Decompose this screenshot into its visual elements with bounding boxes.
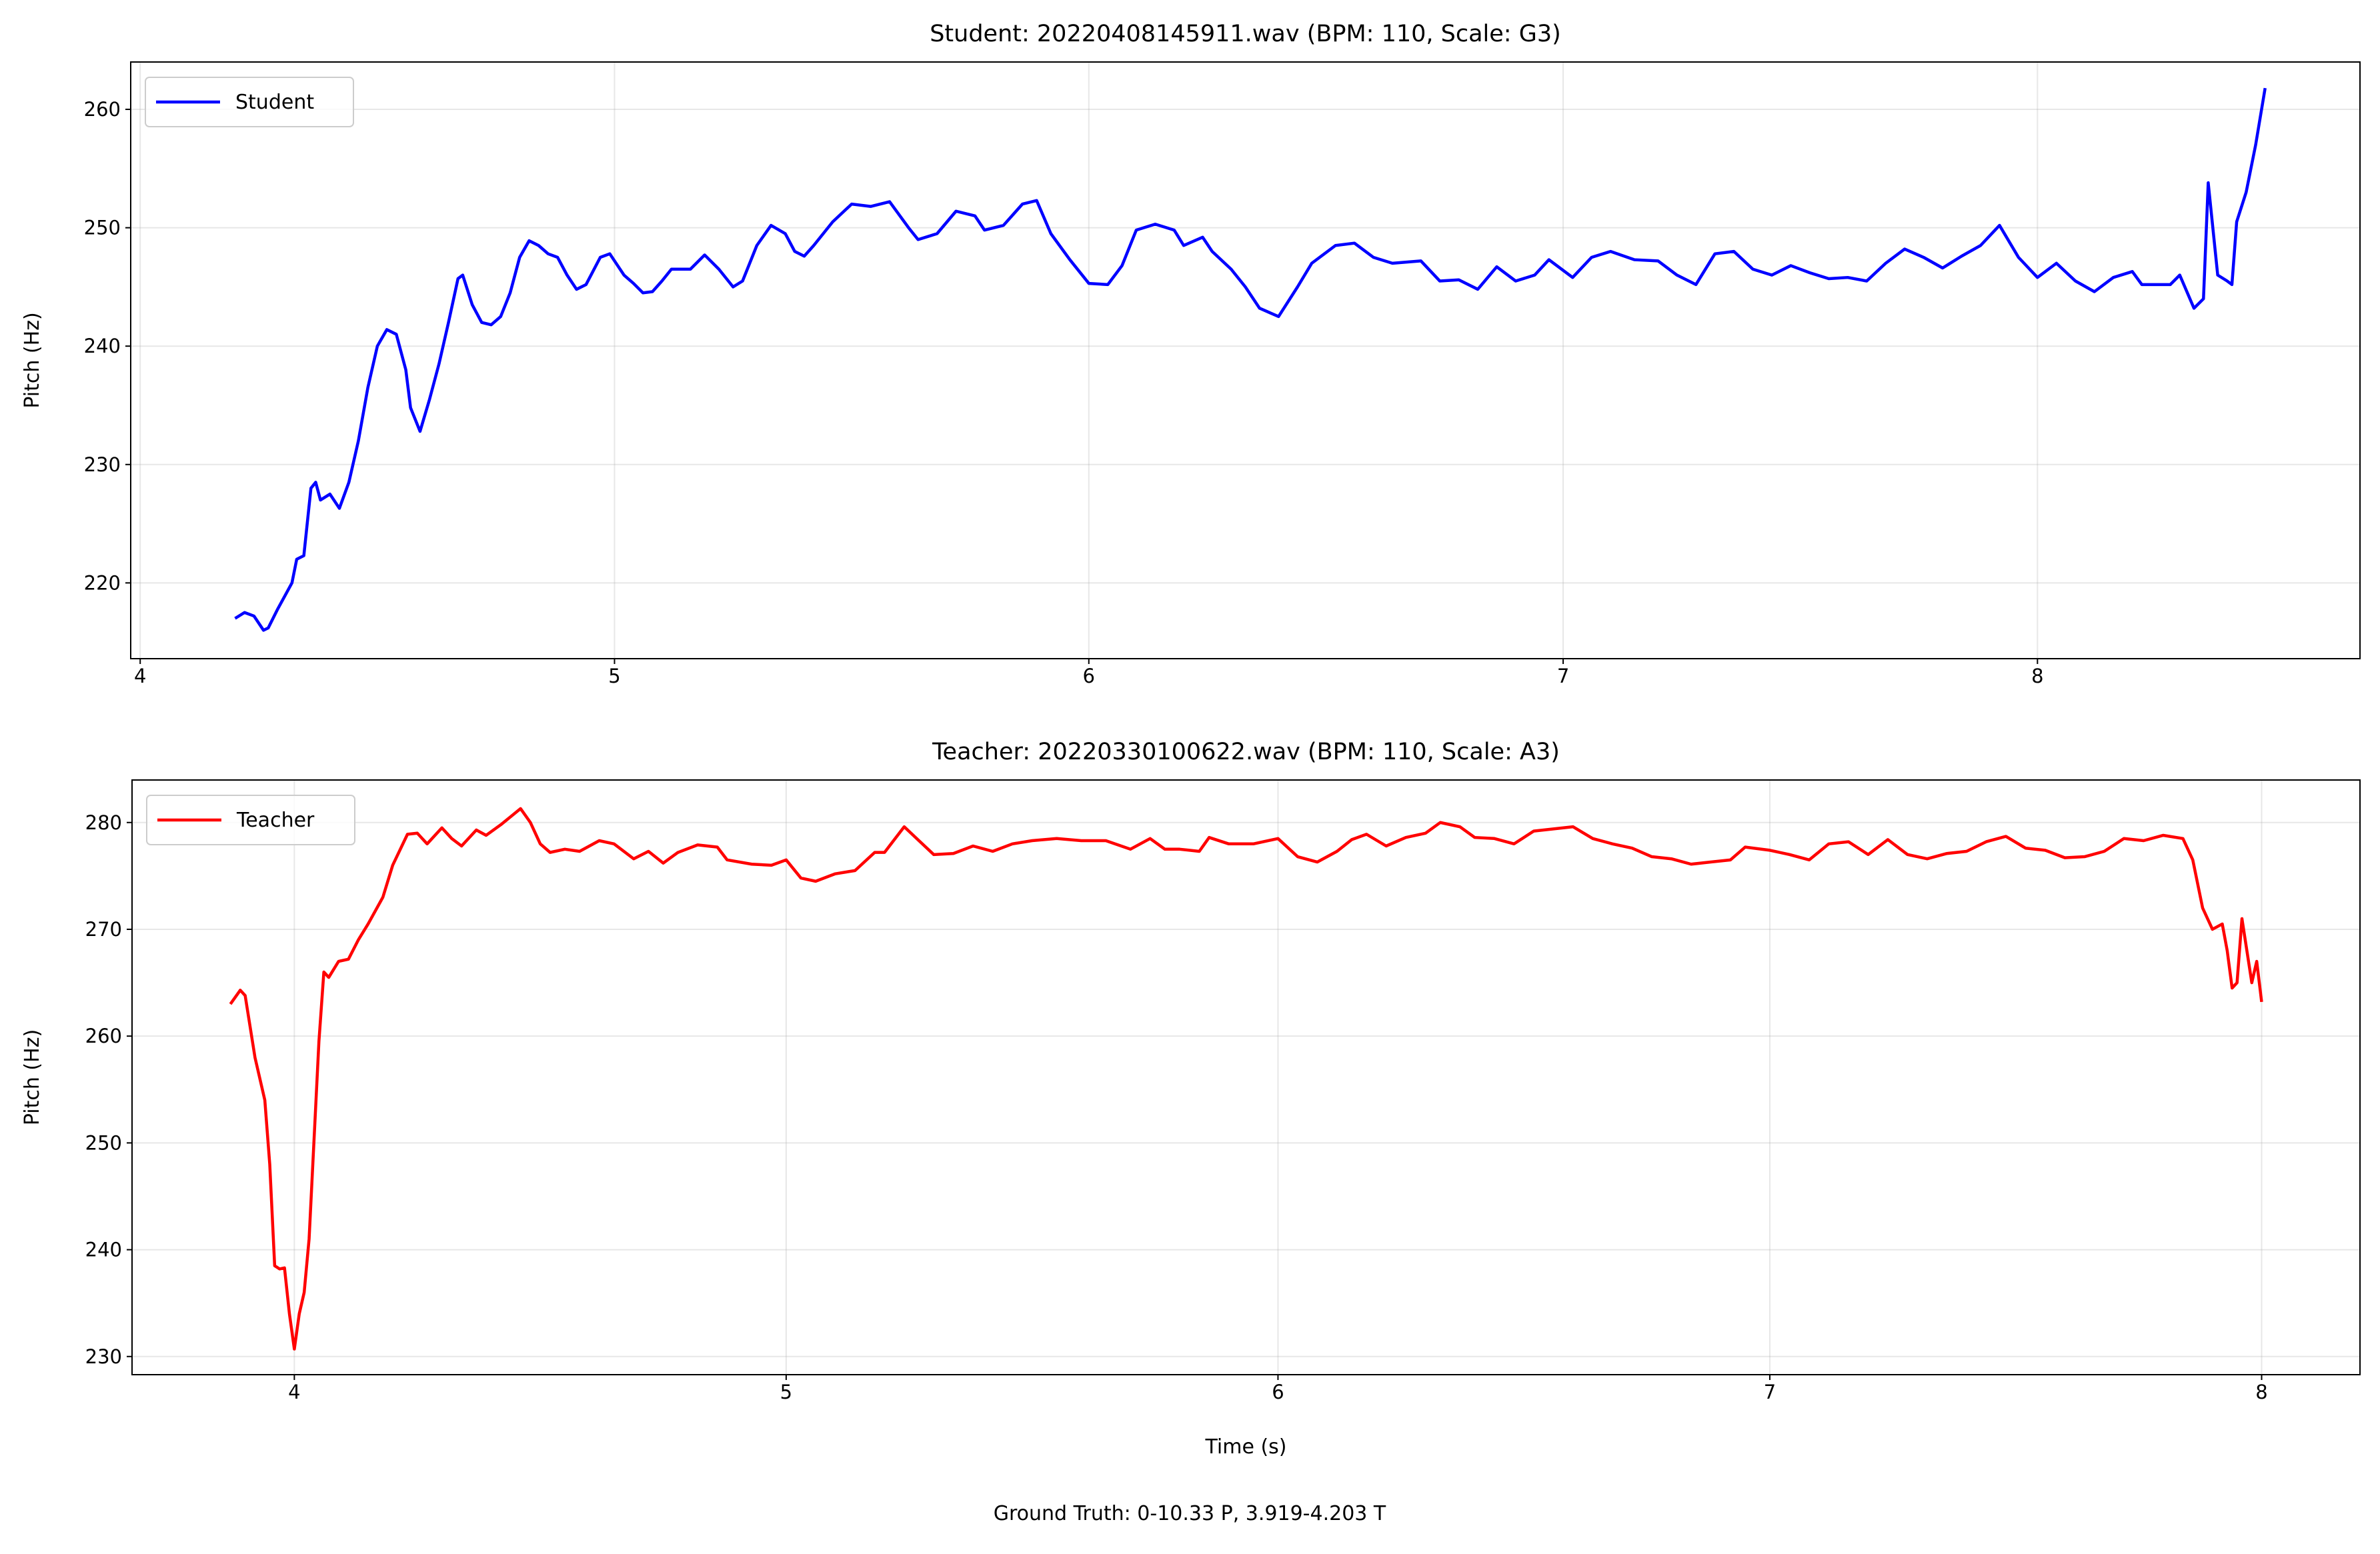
y-tick-label: 230 <box>84 453 121 476</box>
y-tick-label: 260 <box>84 98 121 121</box>
y-axis-label: Pitch (Hz) <box>21 312 44 408</box>
x-tick-label: 7 <box>1764 1381 1776 1403</box>
x-tick-label: 8 <box>2255 1381 2267 1403</box>
x-tick-label: 4 <box>288 1381 300 1403</box>
x-tick-label: 5 <box>780 1381 792 1403</box>
y-tick-label: 240 <box>85 1239 122 1261</box>
legend: Teacher <box>146 795 355 845</box>
y-tick-label: 280 <box>85 811 122 834</box>
footer-text: Ground Truth: 0-10.33 P, 3.919-4.203 T <box>994 1502 1386 1525</box>
chart-title: Student: 20220408145911.wav (BPM: 110, S… <box>930 21 1561 47</box>
x-tick-label: 6 <box>1272 1381 1284 1403</box>
x-tick-label: 8 <box>2031 665 2043 687</box>
legend-label: Teacher <box>236 809 315 832</box>
chart-title: Teacher: 20220330100622.wav (BPM: 110, S… <box>932 739 1560 765</box>
x-tick-label: 6 <box>1083 665 1095 687</box>
x-tick-label: 4 <box>134 665 146 687</box>
y-axis-label: Pitch (Hz) <box>21 1029 44 1125</box>
pitch-line <box>229 807 2263 1351</box>
legend-box <box>145 77 354 127</box>
subplot: 4 5 6 7 8 230 240 250 260 270 280 Teacher: 20220330… <box>21 739 2361 1459</box>
y-tick-label: 260 <box>85 1025 122 1047</box>
x-tick-label: 7 <box>1557 665 1569 687</box>
pitch-line <box>234 87 2267 632</box>
subplot: 4 5 6 7 8 220 230 240 250 260 Student: 20220408145… <box>21 21 2361 687</box>
legend-label: Student <box>235 91 314 114</box>
axes-frame <box>130 61 2361 659</box>
y-tick-label: 230 <box>85 1345 122 1368</box>
x-axis-label: Time (s) <box>1205 1435 1287 1459</box>
y-tick-label: 250 <box>85 1131 122 1154</box>
legend-box <box>146 795 355 845</box>
legend: Student <box>145 77 354 127</box>
y-tick-label: 220 <box>84 571 121 594</box>
axes-frame <box>131 779 2361 1375</box>
y-tick-label: 240 <box>84 335 121 357</box>
y-tick-label: 270 <box>85 918 122 941</box>
y-tick-label: 250 <box>84 217 121 239</box>
x-tick-label: 5 <box>608 665 620 687</box>
